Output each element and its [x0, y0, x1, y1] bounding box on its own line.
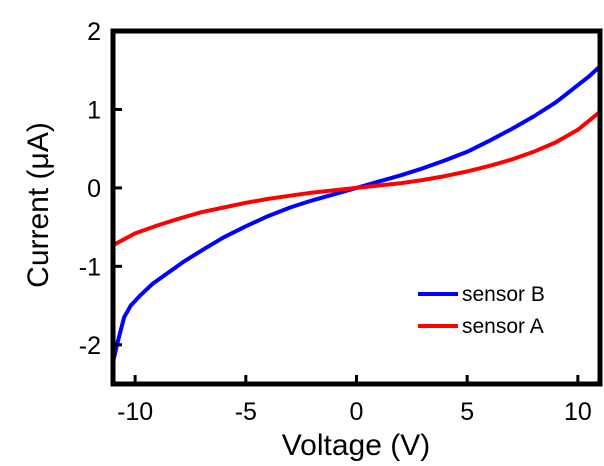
- y-tick-label: 2: [87, 18, 101, 46]
- x-tick-label: 0: [350, 398, 364, 426]
- y-tick-label: 1: [87, 96, 101, 124]
- y-tick-label: 0: [87, 175, 101, 203]
- series-layer: [113, 64, 600, 363]
- x-tick-label: -5: [235, 398, 257, 426]
- x-tick-label: 5: [460, 398, 474, 426]
- x-axis-title: Voltage (V): [282, 429, 430, 462]
- y-axis-title: Current (μA): [22, 122, 55, 288]
- x-tick-label: -10: [117, 398, 153, 426]
- legend-label-sensor-a: sensor A: [462, 315, 544, 338]
- y-tick-label: -2: [79, 332, 101, 360]
- series-line-sensor-b: [113, 64, 600, 363]
- series-line-sensor-a: [113, 110, 600, 247]
- y-tick-label: -1: [79, 253, 101, 281]
- legend-label-sensor-b: sensor B: [462, 283, 545, 306]
- legend: sensor B sensor A: [418, 283, 545, 338]
- x-tick-label: 10: [564, 398, 592, 426]
